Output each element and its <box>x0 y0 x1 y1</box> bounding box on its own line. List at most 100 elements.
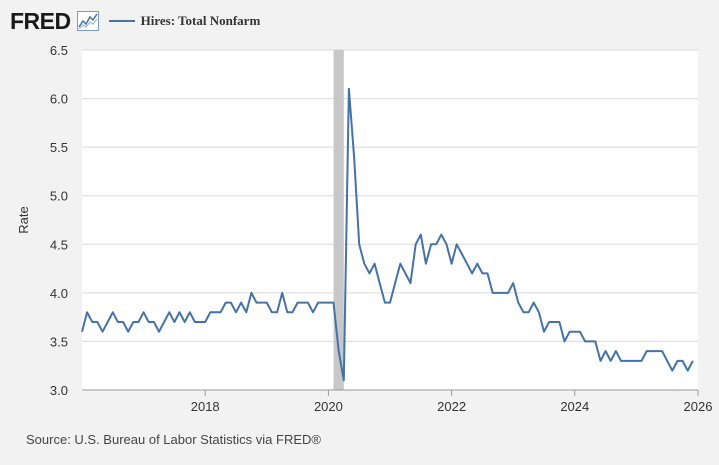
data-point <box>682 360 683 361</box>
data-point <box>656 351 657 352</box>
data-point <box>359 244 360 245</box>
data-point <box>153 322 154 323</box>
data-point <box>641 360 642 361</box>
data-point <box>143 312 144 313</box>
legend-swatch <box>108 20 135 22</box>
data-point <box>492 292 493 293</box>
data-point <box>410 283 411 284</box>
data-point <box>441 234 442 235</box>
data-point <box>461 254 462 255</box>
data-point <box>662 351 663 352</box>
y-tick-label: 4.0 <box>50 286 68 301</box>
y-axis-label: Rate <box>16 206 31 233</box>
chart-header: FRED Hires: Total Nonfarm <box>10 6 260 36</box>
data-point <box>261 302 262 303</box>
data-point <box>256 302 257 303</box>
data-point <box>549 322 550 323</box>
plot-area <box>82 50 698 390</box>
data-point <box>210 312 211 313</box>
data-point <box>513 283 514 284</box>
data-point <box>564 341 565 342</box>
data-point <box>636 360 637 361</box>
x-tick-label: 2022 <box>437 399 466 414</box>
data-point <box>107 322 108 323</box>
data-point <box>379 283 380 284</box>
source-note: Source: U.S. Bureau of Labor Statistics … <box>26 432 321 447</box>
data-point <box>574 331 575 332</box>
data-point <box>667 360 668 361</box>
x-tick-label: 2024 <box>560 399 589 414</box>
data-point <box>677 360 678 361</box>
data-point <box>133 322 134 323</box>
data-point <box>230 302 231 303</box>
data-point <box>82 331 83 332</box>
data-point <box>615 351 616 352</box>
data-point <box>251 292 252 293</box>
data-point <box>395 283 396 284</box>
data-point <box>318 302 319 303</box>
data-point <box>307 302 308 303</box>
data-point <box>590 341 591 342</box>
data-point <box>672 370 673 371</box>
data-point <box>364 263 365 264</box>
data-point <box>390 302 391 303</box>
legend-label: Hires: Total Nonfarm <box>140 13 261 28</box>
data-point <box>246 312 247 313</box>
data-point <box>348 88 349 89</box>
data-point <box>328 302 329 303</box>
data-point <box>287 312 288 313</box>
y-tick-label: 4.5 <box>50 237 68 252</box>
data-point <box>92 322 93 323</box>
data-point <box>626 360 627 361</box>
data-point <box>123 322 124 323</box>
data-point <box>384 302 385 303</box>
data-point <box>467 263 468 264</box>
data-point <box>200 322 201 323</box>
data-point <box>451 263 452 264</box>
data-point <box>497 292 498 293</box>
data-point <box>420 234 421 235</box>
data-point <box>343 380 344 381</box>
data-point <box>220 312 221 313</box>
data-point <box>605 351 606 352</box>
data-point <box>236 312 237 313</box>
data-point <box>482 273 483 274</box>
chart-line-icon <box>76 11 99 31</box>
data-point <box>169 312 170 313</box>
y-tick-label: 3.5 <box>50 334 68 349</box>
data-point <box>292 312 293 313</box>
data-point <box>241 302 242 303</box>
y-tick-label: 5.0 <box>50 189 68 204</box>
data-point <box>215 312 216 313</box>
data-point <box>205 322 206 323</box>
data-point <box>174 322 175 323</box>
data-point <box>189 312 190 313</box>
data-point <box>159 331 160 332</box>
data-point <box>297 302 298 303</box>
data-point <box>595 341 596 342</box>
data-point <box>477 263 478 264</box>
data-point <box>323 302 324 303</box>
fred-logo[interactable]: FRED <box>10 7 71 34</box>
data-point <box>266 302 267 303</box>
y-tick-label: 3.0 <box>50 383 68 398</box>
x-tick-label: 2020 <box>314 399 343 414</box>
data-point <box>554 322 555 323</box>
data-point <box>405 273 406 274</box>
data-point <box>631 360 632 361</box>
data-point <box>446 244 447 245</box>
data-point <box>112 312 113 313</box>
y-tick-label: 5.5 <box>50 140 68 155</box>
data-point <box>538 312 539 313</box>
data-point <box>528 312 529 313</box>
data-point <box>87 312 88 313</box>
data-point <box>184 322 185 323</box>
data-point <box>687 370 688 371</box>
data-point <box>569 331 570 332</box>
data-point <box>148 322 149 323</box>
data-point <box>610 360 611 361</box>
data-point <box>102 331 103 332</box>
data-point <box>456 244 457 245</box>
data-point <box>338 351 339 352</box>
